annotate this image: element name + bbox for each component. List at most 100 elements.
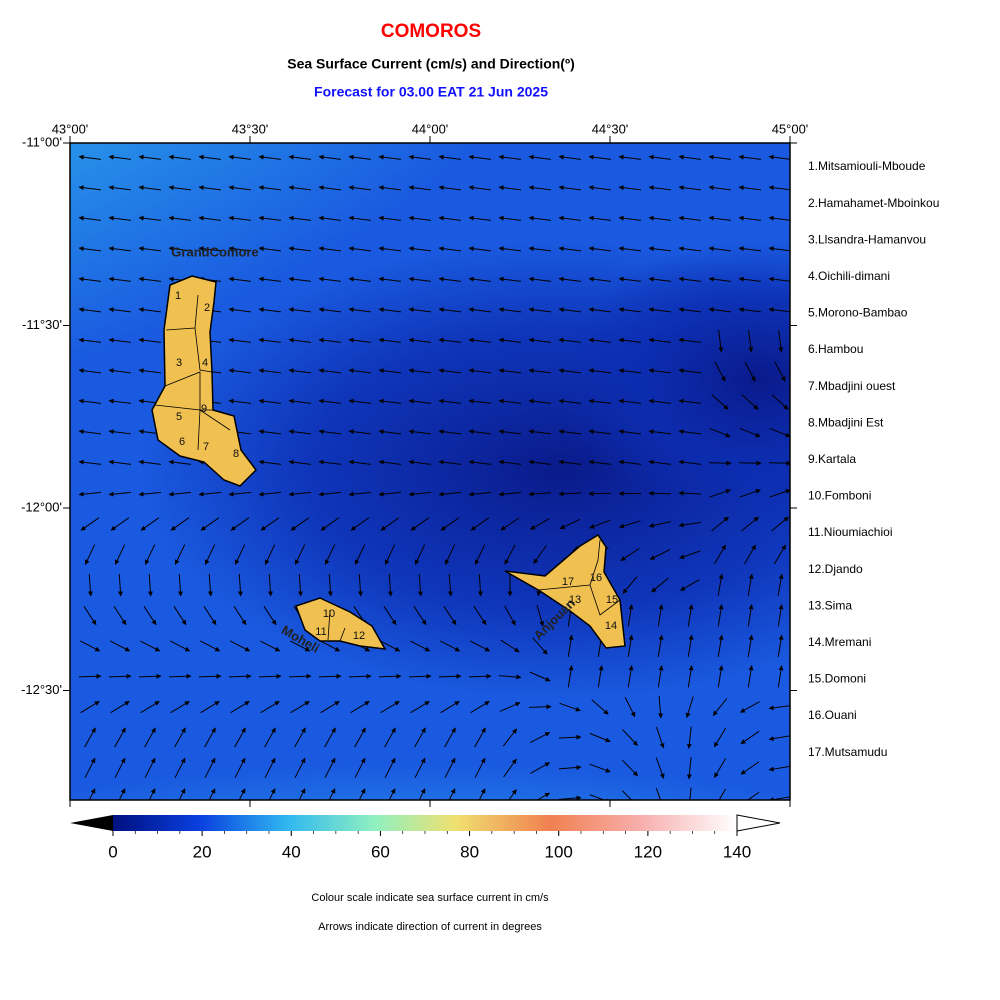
- current-arrow: [138, 246, 161, 252]
- current-arrow: [408, 673, 432, 679]
- current-arrow: [738, 246, 761, 252]
- current-arrow: [686, 757, 692, 780]
- current-arrow: [228, 215, 251, 221]
- current-arrow: [258, 673, 282, 679]
- current-arrow: [207, 573, 213, 597]
- current-arrow: [348, 185, 371, 191]
- current-arrow: [260, 640, 281, 652]
- x-axis-label: 43°30': [232, 121, 269, 136]
- current-arrow: [648, 521, 671, 528]
- current-arrow: [708, 276, 731, 282]
- current-arrow: [108, 673, 132, 679]
- current-arrow: [558, 368, 581, 374]
- current-arrow: [108, 491, 131, 497]
- current-arrow: [410, 640, 431, 652]
- current-arrow: [529, 518, 550, 530]
- current-arrow: [498, 246, 521, 252]
- current-arrow: [678, 368, 701, 374]
- colorbar-tick-label: 20: [193, 842, 212, 861]
- current-arrow: [679, 550, 701, 559]
- current-arrow: [290, 640, 311, 652]
- current-arrow: [503, 758, 517, 778]
- current-arrow: [380, 640, 401, 652]
- current-arrow: [648, 307, 671, 313]
- current-arrow: [588, 491, 612, 497]
- current-arrow: [378, 459, 401, 465]
- current-arrow: [318, 185, 341, 191]
- current-arrow: [618, 276, 641, 282]
- current-arrow: [648, 368, 671, 374]
- current-arrow: [200, 700, 220, 714]
- grand-comore: [151, 275, 257, 487]
- region-name: 14.Mremani: [808, 635, 871, 649]
- current-arrow: [747, 665, 754, 688]
- current-arrow: [651, 577, 669, 593]
- current-arrow: [708, 154, 731, 160]
- current-arrow: [777, 604, 784, 627]
- current-arrow: [741, 394, 759, 410]
- moheli: [295, 597, 387, 650]
- current-arrow: [530, 731, 551, 744]
- region-name: 13.Sima: [808, 598, 852, 612]
- current-arrow: [318, 459, 341, 465]
- current-arrow: [108, 215, 131, 221]
- current-arrow: [508, 789, 517, 800]
- current-arrow: [708, 460, 732, 466]
- current-arrow: [739, 489, 761, 498]
- current-arrow: [438, 307, 461, 313]
- current-arrow: [708, 307, 731, 313]
- current-arrow: [378, 491, 401, 497]
- current-arrow: [288, 154, 311, 160]
- current-arrow: [258, 368, 281, 374]
- current-arrow: [318, 368, 341, 374]
- colorbar-tick-label: 80: [460, 842, 479, 861]
- current-arrow: [738, 215, 761, 221]
- current-arrow: [88, 788, 96, 800]
- current-arrow: [687, 604, 694, 627]
- current-arrow: [80, 700, 100, 714]
- current-arrow: [114, 727, 126, 748]
- current-arrow: [348, 398, 371, 404]
- current-arrow: [78, 398, 101, 404]
- current-arrow: [746, 791, 760, 800]
- current-arrow: [348, 307, 371, 313]
- current-arrow: [470, 700, 490, 714]
- current-arrow: [530, 762, 550, 774]
- current-arrow: [768, 276, 790, 282]
- current-arrow: [178, 788, 186, 800]
- current-arrow: [318, 246, 341, 252]
- current-arrow: [288, 459, 311, 465]
- current-arrow: [747, 604, 754, 627]
- colorbar: [113, 815, 737, 831]
- current-arrow: [148, 788, 156, 800]
- current-arrow: [228, 491, 251, 497]
- current-arrow: [170, 700, 190, 714]
- note: Colour scale indicate sea surface curren…: [311, 892, 549, 904]
- current-arrow: [318, 429, 341, 435]
- current-arrow: [655, 757, 665, 779]
- current-arrow: [588, 398, 611, 404]
- current-arrow: [618, 246, 641, 252]
- current-arrow: [258, 215, 281, 221]
- current-arrow: [228, 154, 251, 160]
- current-arrow: [234, 757, 246, 779]
- current-arrow: [418, 788, 426, 800]
- current-arrow: [108, 154, 131, 160]
- current-arrow: [140, 517, 160, 531]
- current-arrow: [200, 640, 221, 652]
- region-number: 3: [176, 357, 182, 369]
- current-arrow: [144, 727, 156, 748]
- current-arrow: [348, 215, 371, 221]
- current-arrow: [771, 516, 789, 532]
- current-arrow: [348, 459, 371, 465]
- current-arrow: [678, 429, 701, 435]
- current-arrow: [474, 544, 486, 565]
- current-arrow: [238, 788, 246, 800]
- current-arrow: [648, 154, 671, 160]
- region-number: 5: [176, 411, 182, 423]
- current-arrow: [170, 640, 191, 652]
- current-arrow: [558, 154, 581, 160]
- current-arrow: [558, 307, 581, 313]
